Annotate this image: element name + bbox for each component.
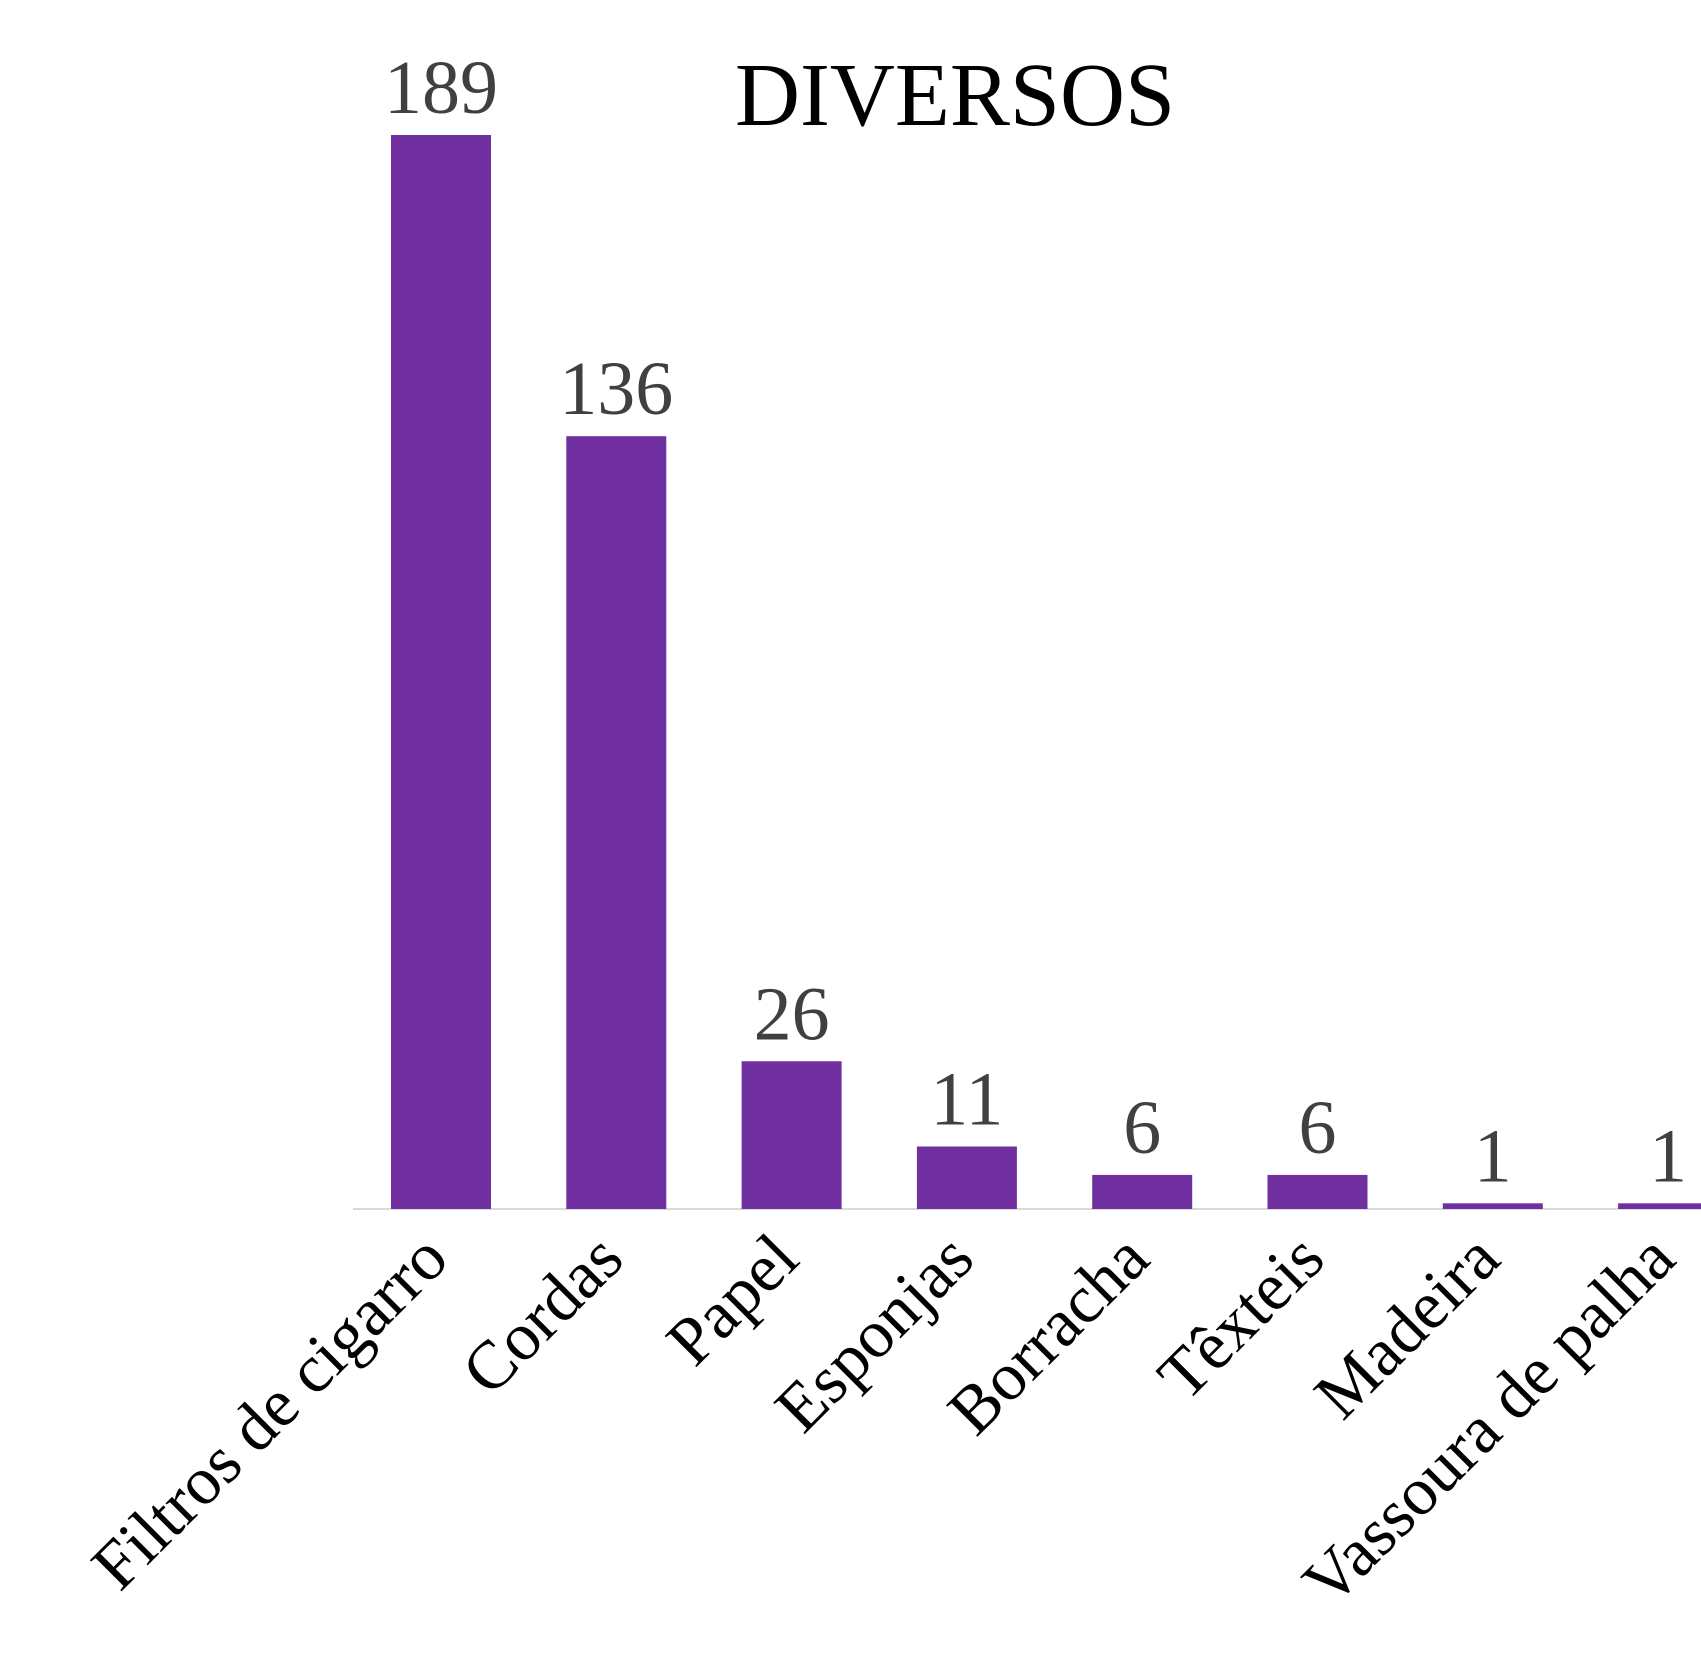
bar-4 — [916, 1146, 1017, 1209]
data-label-5: 6 — [1123, 1086, 1161, 1170]
data-label-7: 1 — [1474, 1114, 1512, 1198]
bar-6 — [1267, 1174, 1368, 1209]
chart-title: DIVERSOS — [735, 46, 1175, 145]
data-label-1: 189 — [384, 46, 498, 130]
bar-2 — [566, 436, 667, 1210]
bar-8 — [1618, 1203, 1701, 1209]
x-tick-label-2: Cordas — [447, 1219, 637, 1409]
x-tick-label-3: Papel — [652, 1219, 813, 1380]
data-label-4: 11 — [930, 1057, 1003, 1141]
data-label-6: 6 — [1299, 1086, 1337, 1170]
data-label-3: 26 — [754, 972, 830, 1056]
bar-1 — [391, 135, 491, 1209]
x-tick-label-1: Filtros de cigarro — [77, 1219, 462, 1604]
bar-3 — [741, 1061, 842, 1209]
bar-5 — [1092, 1174, 1193, 1209]
data-label-8: 1 — [1649, 1114, 1687, 1198]
bars-group — [391, 135, 1701, 1210]
bar-7 — [1442, 1203, 1543, 1209]
data-label-2: 136 — [559, 347, 673, 431]
